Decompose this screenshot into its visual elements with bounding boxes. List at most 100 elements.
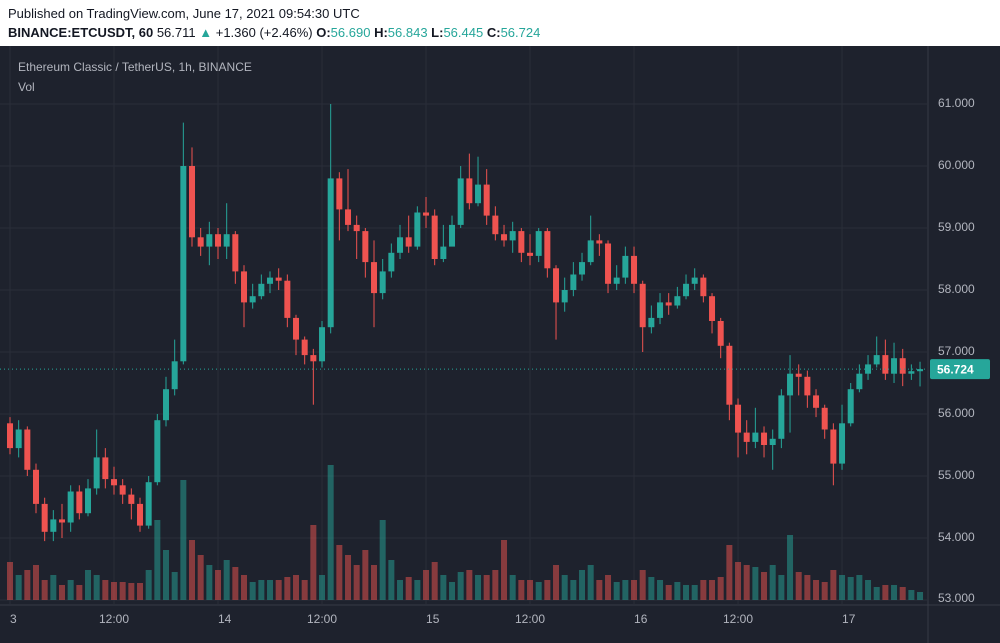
volume-bar: [50, 575, 57, 600]
open-label: O:: [316, 25, 331, 40]
candle-body: [180, 166, 187, 362]
candle-body: [509, 231, 516, 241]
candle-body: [527, 252, 534, 256]
volume-bar: [769, 565, 776, 600]
candle-body: [830, 429, 837, 464]
close-value: 56.724: [500, 25, 541, 40]
low-label: L:: [431, 25, 444, 40]
candle-body: [388, 252, 395, 272]
x-tick-label: 12:00: [99, 612, 129, 626]
volume-bar: [717, 577, 724, 600]
volume-bar: [414, 580, 421, 600]
x-tick-label: 12:00: [307, 612, 337, 626]
y-tick-label: 53.000: [938, 591, 975, 605]
candle-body: [899, 358, 906, 374]
candle-body: [691, 277, 698, 284]
volume-bar: [284, 577, 291, 600]
volume-bar: [639, 570, 646, 600]
volume-bar: [648, 577, 655, 600]
candle-body: [59, 519, 66, 523]
candle-body: [345, 209, 352, 225]
candle-body: [821, 407, 828, 430]
candle-body: [613, 277, 620, 284]
volume-bar: [215, 570, 222, 600]
candle-body: [726, 345, 733, 405]
candle-body: [553, 268, 560, 303]
candle-body: [431, 215, 438, 259]
candle-body: [535, 231, 542, 256]
volume-bar: [735, 562, 742, 600]
candle-body: [839, 423, 846, 464]
candle-body: [717, 321, 724, 346]
volume-bar: [856, 575, 863, 600]
y-tick-label: 55.000: [938, 468, 975, 482]
candle-body: [163, 389, 170, 421]
volume-bar: [787, 535, 794, 600]
volume-bar: [674, 582, 681, 600]
volume-label: Vol: [18, 80, 35, 94]
volume-bar: [501, 540, 508, 600]
candle-body: [891, 358, 898, 374]
candle-body: [795, 373, 802, 377]
volume-bar: [865, 580, 872, 600]
volume-bar: [137, 583, 144, 600]
candle-body: [215, 234, 222, 247]
volume-bar: [232, 567, 239, 600]
x-tick-label: 14: [218, 612, 232, 626]
candle-body: [154, 420, 161, 483]
volume-bar: [466, 570, 473, 600]
candle-body: [275, 277, 282, 281]
header: Published on TradingView.com, June 17, 2…: [0, 0, 1000, 46]
candle-body: [102, 457, 109, 480]
candle-body: [41, 503, 48, 532]
candle-body: [67, 491, 74, 523]
high-value: 56.843: [387, 25, 428, 40]
candle-body: [657, 302, 664, 318]
volume-bar: [509, 575, 516, 600]
chart-background: [0, 46, 1000, 643]
candle-body: [267, 277, 274, 284]
volume-bar: [310, 525, 317, 600]
volume-bar: [778, 575, 785, 600]
y-tick-label: 61.000: [938, 96, 975, 110]
candle-body: [336, 178, 343, 210]
volume-bar: [93, 575, 100, 600]
candle-body: [579, 262, 586, 275]
volume-bar: [518, 580, 525, 600]
volume-bar: [882, 585, 889, 600]
volume-bar: [345, 555, 352, 600]
volume-bar: [171, 572, 178, 600]
candle-body: [466, 178, 473, 204]
volume-bar: [483, 575, 490, 600]
change-arrow: ▲: [199, 25, 213, 40]
volume-bar: [535, 582, 542, 600]
volume-bar: [76, 585, 83, 600]
volume-bar: [726, 545, 733, 600]
candle-body: [873, 355, 880, 365]
volume-bar: [761, 572, 768, 600]
volume-bar: [275, 580, 282, 600]
volume-bar: [258, 580, 265, 600]
candle-body: [804, 376, 811, 396]
volume-bar: [475, 575, 482, 600]
candle-body: [475, 184, 482, 204]
change: +1.360 (+2.46%): [215, 25, 313, 40]
candle-body: [544, 231, 551, 269]
x-tick-label: 16: [634, 612, 648, 626]
y-tick-label: 58.000: [938, 282, 975, 296]
volume-bar: [570, 580, 577, 600]
volume-bar: [743, 565, 750, 600]
candle-body: [111, 479, 118, 486]
candle-body: [145, 482, 152, 526]
candle-body: [587, 240, 594, 263]
candle-body: [492, 215, 499, 235]
volume-bar: [15, 575, 22, 600]
volume-bar: [102, 580, 109, 600]
candle-body: [371, 262, 378, 294]
candle-body: [631, 255, 638, 284]
last-price-label: 56.724: [937, 362, 974, 376]
x-tick-label: 15: [426, 612, 440, 626]
volume-bar: [423, 570, 430, 600]
volume-bar: [613, 582, 620, 600]
candle-body: [743, 432, 750, 442]
